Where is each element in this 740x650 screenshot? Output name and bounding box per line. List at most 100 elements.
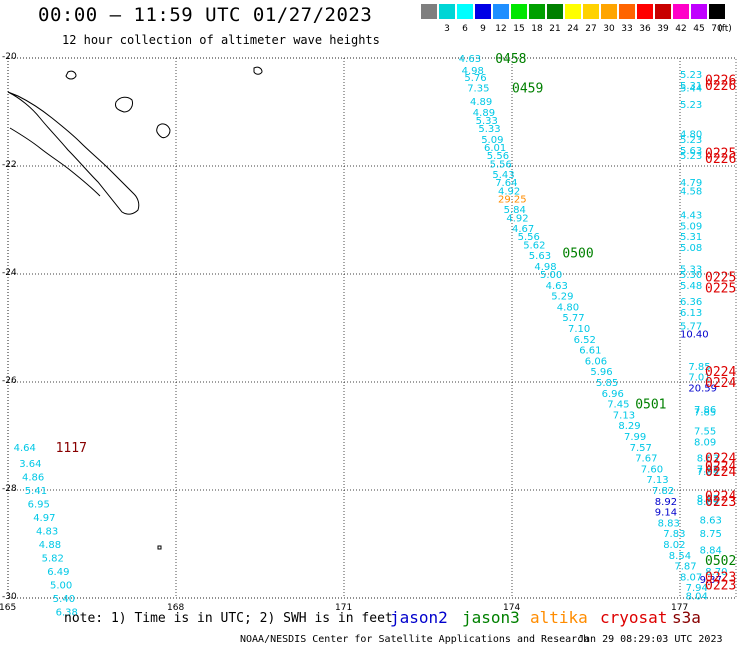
legend-swatch [637,4,653,19]
swh-value: 7.67 [635,454,657,465]
swh-value: 5.00 [540,270,562,281]
swh-value: 6.61 [579,346,601,357]
loyalty-island-2 [156,123,171,139]
legend-label: 9 [480,24,486,34]
legend-swatch [493,4,509,19]
swh-value: 7.99 [624,432,646,443]
swh-value: 7.57 [630,443,652,454]
legend-label: 18 [531,24,543,34]
swh-value: 7.87 [674,562,696,573]
isle-of-pines [253,66,263,75]
swh-value: 4.63 [546,281,568,292]
pass-time-label: 0500 [562,246,593,261]
legend-label: 24 [567,24,579,34]
satellite-legend-item: cryosat [600,608,668,627]
norfolk-speck [157,545,162,550]
lon-tick-label: 168 [167,603,185,613]
pass-time-label: 0223 [705,570,736,585]
legend-label: 6 [462,24,468,34]
swh-value: 5.30 [680,270,702,281]
satellite-legend-item: jason2 [390,608,448,627]
pass-time-label: 0224 [705,452,736,467]
swh-value: 4.98 [462,66,484,77]
lat-tick-label: -28 [2,484,17,494]
pass-time-label: 0501 [635,398,666,413]
swh-value: 5.23 [680,135,702,146]
swh-value: 5.44 [680,84,702,95]
legend-unit: (ft) [718,24,732,34]
swh-value: 10.40 [680,329,709,340]
pass-time-label: 1117 [56,441,87,456]
swh-value: 5.77 [562,313,584,324]
swh-value: 8.02 [663,540,685,551]
satellite-legend-item: altika [530,608,588,627]
pass-time-labels: 0458045905000501050202260226022502260225… [56,52,737,594]
swh-value: 4.83 [36,527,58,538]
legend-swatch [619,4,635,19]
swh-value: 5.09 [481,135,503,146]
legend-swatch [457,4,473,19]
footer-credit: NOAA/NESDIS Center for Satellite Applica… [240,634,590,645]
swh-value: 5.29 [551,292,573,303]
swh-value: 7.45 [607,400,629,411]
swh-value: 8.69 [697,497,719,508]
altimeter-tracks: 4.634.985.767.354.894.895.335.335.096.01… [14,54,728,619]
swh-value: 8.04 [686,591,708,602]
swh-value: 5.31 [680,81,702,92]
loyalty-island-3 [65,70,77,80]
satellite-legend-item: jason3 [462,608,520,627]
swh-value: 7.13 [646,475,668,486]
swh-value: 4.97 [33,513,55,524]
pass-time-label: 0224 [705,489,736,504]
legend-swatch [421,4,437,19]
lat-tick-label: -22 [2,160,17,170]
swh-value: 4.92 [506,213,528,224]
swh-value: 5.84 [504,205,526,216]
swh-value: 5.62 [523,240,545,251]
swh-value: 8.75 [700,529,722,540]
legend-label: 12 [495,24,507,34]
swh-value: 5.56 [518,232,540,243]
swh-value: 7.83 [663,529,685,540]
pass-time-label: 0225 [705,147,736,162]
lat-tick-label: -20 [2,52,17,62]
swh-value: 5.31 [680,232,702,243]
coast-fragment [9,127,101,197]
map-subtitle: 12 hour collection of altimeter wave hei… [62,33,380,47]
swh-value: 5.00 [50,581,72,592]
swh-value: 4.79 [680,178,702,189]
swh-value: 9.14 [655,508,677,519]
swh-value: 4.80 [680,130,702,141]
swh-value: 4.98 [534,262,556,273]
swh-value: 6.13 [680,308,702,319]
swh-value: 5.09 [680,221,702,232]
swh-value: 6.01 [484,143,506,154]
swh-value: 5.63 [529,251,551,262]
pass-time-label: 0458 [495,52,526,67]
swh-value: 5.33 [478,124,500,135]
swh-value: 7.60 [641,464,663,475]
swh-value: 8.29 [618,421,640,432]
legend-swatch [439,4,455,19]
swh-value: 7.85 [694,408,716,419]
swh-value: 20.59 [688,383,717,394]
legend-label: 27 [585,24,597,34]
swh-value: 7.85 [688,362,710,373]
swh-value: 8.03 [697,454,719,465]
swh-value: 4.89 [470,97,492,108]
swh-value: 6.49 [47,567,69,578]
map-frame [7,57,737,599]
swh-value: 7.55 [694,427,716,438]
swh-value: 3.64 [19,459,41,470]
swh-value: 5.96 [590,367,612,378]
swh-value: 8.54 [669,551,691,562]
swh-value: 4.43 [680,211,702,222]
swh-value: 8.92 [655,497,677,508]
legend-swatch [475,4,491,19]
legend-swatch [691,4,707,19]
pass-time-label: 0502 [705,554,736,569]
legend-label: 70 [711,24,723,34]
lon-tick-label: 165 [0,603,17,613]
swh-value: 5.41 [25,486,47,497]
